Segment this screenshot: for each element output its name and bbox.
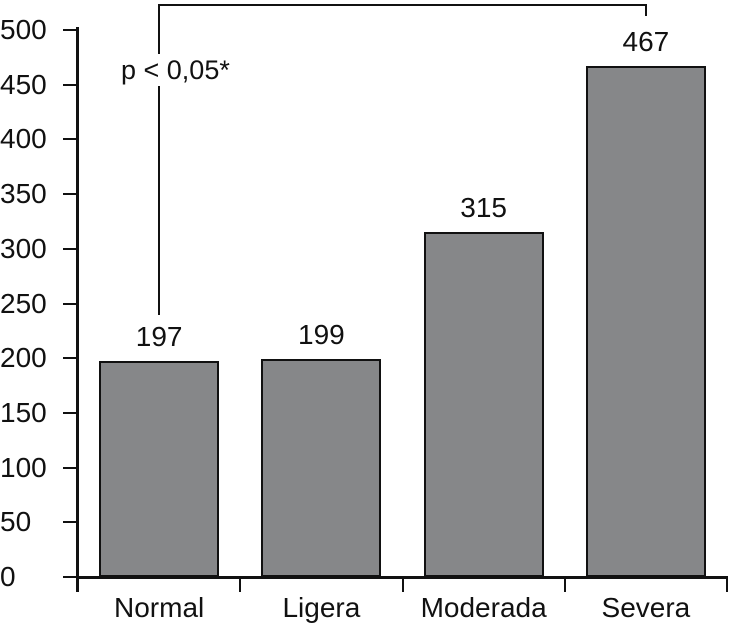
p-value-annotation: p < 0,05* [116,54,235,86]
bar-ligera [261,359,382,577]
x-axis-category-label: Moderada [420,592,547,623]
y-axis-tick-label: 150 [0,396,47,428]
y-axis-line [76,27,79,592]
y-axis-tick-label: 300 [0,232,47,264]
y-axis-tick [63,193,77,196]
bar-moderada [423,232,544,577]
y-axis-tick [63,247,77,250]
y-axis-tick [63,576,77,578]
bar-value-label: 467 [622,26,670,58]
x-axis-tick [563,577,566,592]
y-axis-tick [63,138,77,141]
y-axis-tick-label: 100 [0,451,47,483]
significance-bracket-top [158,4,647,6]
x-axis-tick [401,577,404,592]
bar-normal [99,361,220,577]
y-axis-tick-label: 400 [0,123,47,155]
y-axis-tick [63,29,77,31]
y-axis-tick-label: 250 [0,287,47,319]
bar-severa [585,66,706,577]
y-axis-tick [63,302,77,305]
bar-value-label: 315 [460,192,507,224]
y-axis-tick [63,411,77,414]
x-axis-category-label: Severa [601,592,691,623]
x-axis-category-label: Ligera [282,592,361,623]
y-axis-tick-label: 200 [0,342,47,374]
x-axis-tick [726,577,728,592]
y-axis-tick [63,357,77,360]
y-axis-tick-label: 450 [0,68,47,100]
x-axis-tick [239,577,242,592]
y-axis-tick-label: 50 [0,506,32,538]
bar-value-label: 197 [135,321,183,353]
y-axis-tick [63,466,77,469]
x-axis-category-label: Normal [114,592,205,623]
bar-value-label: 199 [298,319,345,351]
y-axis-tick-label: 500 [0,14,47,45]
y-axis-tick [63,83,77,86]
significance-bracket-right-leg [644,4,647,16]
y-axis-tick [63,521,77,524]
y-axis-tick-label: 350 [0,178,47,210]
y-axis-tick-label: 0 [0,561,16,592]
significance-bracket-left-leg [158,4,161,315]
